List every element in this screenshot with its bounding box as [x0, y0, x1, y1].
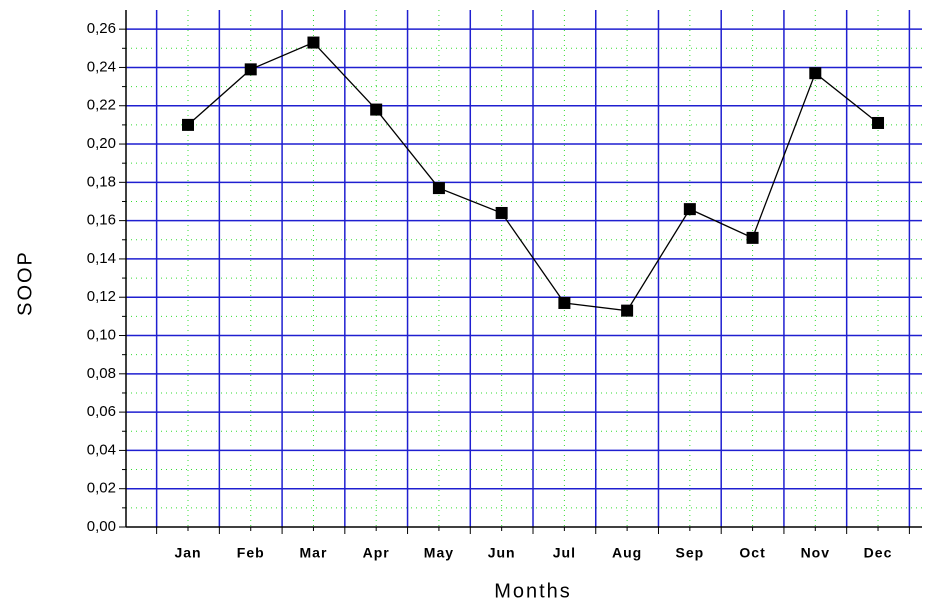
- x-tick-label: May: [424, 545, 454, 561]
- x-axis-title: Months: [494, 580, 572, 602]
- y-tick-label: 0,16: [87, 212, 116, 229]
- data-point: [432, 182, 445, 195]
- y-tick-label: 0,06: [87, 403, 116, 420]
- y-tick-label: 0,08: [87, 365, 116, 382]
- x-tick-label: Feb: [237, 545, 265, 561]
- x-tick-label: Dec: [864, 545, 893, 561]
- data-point: [809, 67, 822, 80]
- x-tick-label: Jan: [174, 545, 201, 561]
- x-tick-label: Apr: [363, 545, 390, 561]
- x-tick-label: Jun: [488, 545, 516, 561]
- x-tick-label: Oct: [739, 545, 765, 561]
- plot-background: [126, 10, 922, 527]
- data-point: [244, 63, 257, 76]
- data-point: [746, 231, 759, 244]
- data-line: [187, 41, 879, 312]
- y-tick-label: 0,14: [87, 250, 116, 267]
- x-tick-label: Sep: [675, 545, 704, 561]
- y-tick-label: 0,26: [87, 20, 116, 37]
- data-point: [182, 118, 194, 131]
- y-tick-label: 0,04: [87, 441, 116, 458]
- y-tick-label: 0,20: [87, 135, 116, 152]
- data-point: [307, 36, 320, 49]
- data-point: [558, 296, 571, 309]
- data-point: [495, 206, 508, 219]
- x-tick-label: Aug: [612, 545, 642, 561]
- data-point: [872, 116, 885, 129]
- y-tick-label: 0,18: [87, 173, 116, 190]
- y-tick-label: 0,00: [87, 518, 116, 535]
- y-axis-title: SOOP: [14, 250, 36, 316]
- y-tick-label: 0,22: [87, 97, 116, 114]
- data-point: [683, 203, 696, 216]
- y-tick-label: 0,12: [87, 288, 116, 305]
- data-point: [621, 304, 634, 317]
- x-tick-label: Nov: [801, 545, 830, 561]
- x-tick-label: Mar: [300, 545, 328, 561]
- x-tick-label: Jul: [553, 545, 576, 561]
- data-point: [370, 103, 383, 116]
- y-tick-label: 0,02: [87, 480, 116, 497]
- y-tick-label: 0,24: [87, 58, 116, 75]
- y-tick-label: 0,10: [87, 326, 116, 343]
